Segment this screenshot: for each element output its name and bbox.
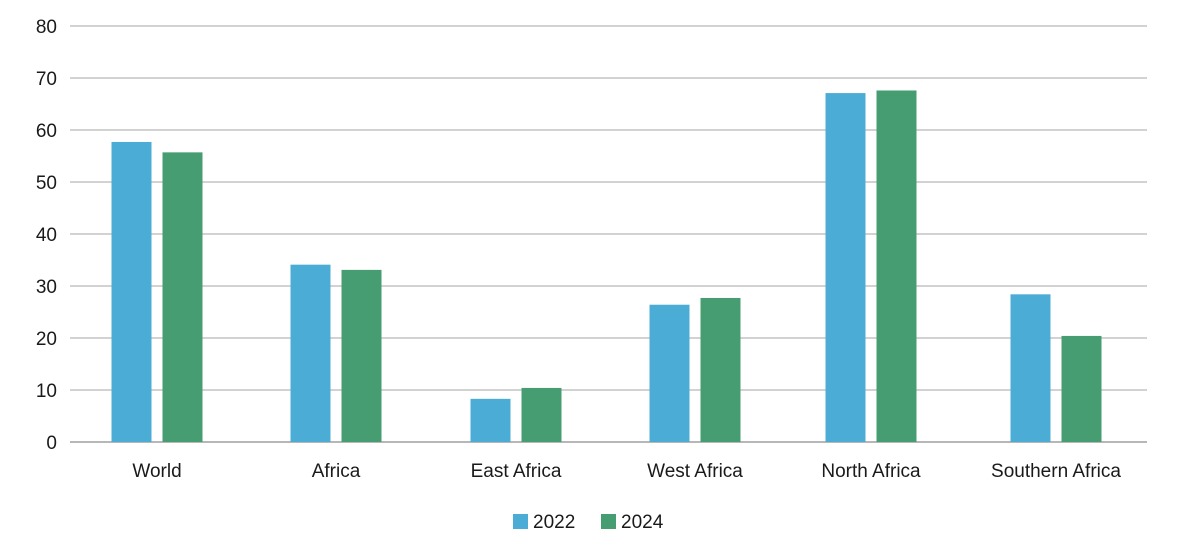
legend-item-2024: 2024: [601, 512, 664, 533]
x-category-label: East Africa: [471, 461, 562, 482]
y-tick-label: 50: [36, 173, 57, 194]
legend-item-2022: 2022: [513, 512, 575, 533]
legend-swatch: [513, 514, 528, 529]
bar-2024-africa: Africa 2024: 33.1: [341, 269, 382, 442]
legend: 2022 2024: [513, 512, 664, 533]
grid-lines: [70, 25, 1147, 443]
bar-2024-north-africa: North Africa 2024: 67.6: [876, 90, 917, 442]
legend-label: 2022: [533, 512, 575, 533]
bar-2022-east-africa: East Africa 2022: 8.3: [470, 398, 511, 442]
bar-2022-southern-africa: Southern Africa 2022: 28.4: [1010, 294, 1051, 442]
y-axis-tick-labels: 0 10 20 30 40 50 60 70 80: [36, 17, 57, 454]
bar-2024-east-africa: East Africa 2024: 10.4: [521, 387, 562, 442]
bar-2022-north-africa: North Africa 2022: 67.1: [825, 93, 866, 442]
bars: World 2022: 57.7World 2024: 55.7 Africa 2…: [111, 90, 1102, 443]
x-category-label: Southern Africa: [991, 461, 1121, 482]
bar-2022-west-africa: West Africa 2022: 26.4: [649, 304, 690, 442]
x-axis-category-labels: World Africa East Africa West Africa North A…: [132, 461, 1121, 482]
y-tick-label: 10: [36, 381, 57, 402]
legend-swatch: [601, 514, 616, 529]
y-tick-label: 60: [36, 121, 57, 142]
x-category-label: West Africa: [647, 461, 743, 482]
x-category-label: World: [132, 461, 181, 482]
y-tick-label: 20: [36, 329, 57, 350]
y-tick-label: 0: [46, 433, 57, 454]
y-tick-label: 80: [36, 17, 57, 38]
bar-2024-west-africa: West Africa 2024: 27.7: [700, 297, 741, 442]
y-tick-label: 70: [36, 69, 57, 90]
x-category-label: Africa: [312, 461, 361, 482]
y-tick-label: 40: [36, 225, 57, 246]
legend-label: 2024: [621, 512, 664, 533]
bar-2024-world: World 2024: 55.7: [162, 152, 203, 443]
x-category-label: North Africa: [821, 461, 921, 482]
bar-2022-africa: Africa 2022: 34.1: [290, 264, 331, 442]
bar-2022-world: World 2022: 57.7: [111, 141, 152, 442]
y-tick-label: 30: [36, 277, 57, 298]
bar-2024-southern-africa: Southern Africa 2024: 20.4: [1061, 335, 1102, 442]
